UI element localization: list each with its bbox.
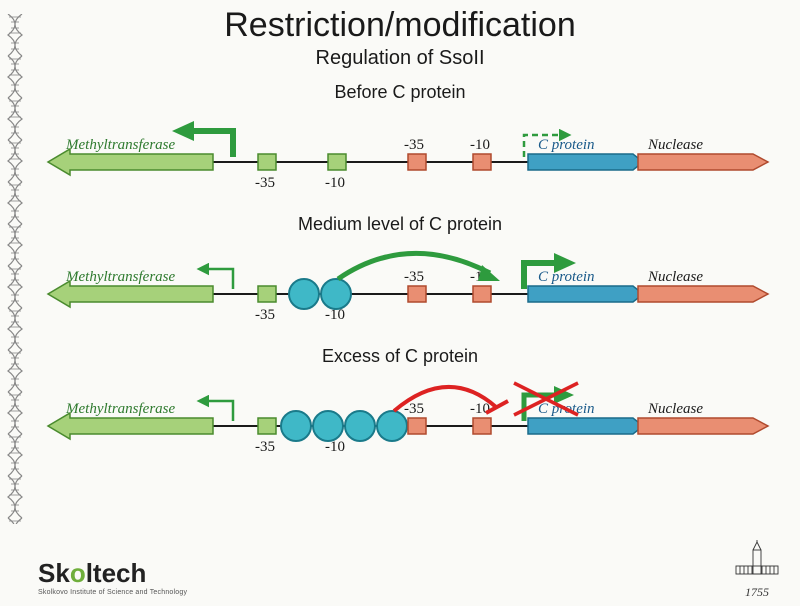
logo-subtitle: Skolkovo Institute of Science and Techno… bbox=[38, 589, 187, 596]
svg-text:-35: -35 bbox=[255, 439, 275, 455]
section-2-label: Medium level of C protein bbox=[0, 214, 800, 235]
svg-text:Methyltransferase: Methyltransferase bbox=[65, 137, 175, 153]
svg-text:C protein: C protein bbox=[538, 269, 595, 285]
diagram-before-c-protein: Methyltransferase -35 -10 -35 -10 C prot… bbox=[38, 107, 778, 202]
svg-text:Nuclease: Nuclease bbox=[647, 137, 703, 153]
svg-text:-35: -35 bbox=[255, 175, 275, 191]
section-1-label: Before C protein bbox=[0, 82, 800, 103]
section-3-label: Excess of C protein bbox=[0, 346, 800, 367]
msu-emblem: 1755 bbox=[732, 540, 782, 600]
logo-text-b: o bbox=[70, 558, 86, 588]
svg-text:-10: -10 bbox=[325, 175, 345, 191]
subtitle: Regulation of SsoII bbox=[0, 47, 800, 70]
diagram-medium-c-protein: Methyltransferase -35 -10 -35 -10 C prot… bbox=[38, 239, 778, 334]
msu-year: 1755 bbox=[732, 585, 782, 600]
svg-text:Nuclease: Nuclease bbox=[647, 401, 703, 417]
svg-text:Methyltransferase: Methyltransferase bbox=[65, 269, 175, 285]
svg-text:-35: -35 bbox=[404, 269, 424, 285]
dna-border-decoration bbox=[4, 14, 26, 524]
svg-text:-35: -35 bbox=[255, 307, 275, 323]
main-title: Restriction/modification bbox=[0, 6, 800, 45]
svg-text:Methyltransferase: Methyltransferase bbox=[65, 401, 175, 417]
svg-text:-10: -10 bbox=[470, 137, 490, 153]
svg-text:C protein: C protein bbox=[538, 137, 595, 153]
logo-text-c: ltech bbox=[86, 558, 147, 588]
svg-text:-35: -35 bbox=[404, 137, 424, 153]
skoltech-logo: Skoltech Skolkovo Institute of Science a… bbox=[38, 558, 187, 596]
diagram-excess-c-protein: Methyltransferase -35 -10 -35 -10 C prot… bbox=[38, 371, 778, 466]
logo-text-a: Sk bbox=[38, 558, 70, 588]
svg-text:Nuclease: Nuclease bbox=[647, 269, 703, 285]
